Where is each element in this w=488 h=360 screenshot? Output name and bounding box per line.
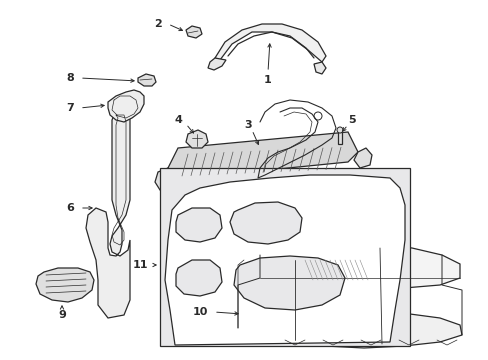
Polygon shape [313,62,325,74]
Text: 9: 9 [58,310,66,320]
Polygon shape [155,168,178,190]
Text: 4: 4 [174,115,182,125]
Text: 7: 7 [66,103,74,113]
Polygon shape [337,132,341,144]
Circle shape [336,127,342,133]
Polygon shape [176,260,222,296]
Polygon shape [164,175,404,345]
Text: 6: 6 [66,203,74,213]
Polygon shape [36,268,94,302]
Text: 1: 1 [264,75,271,85]
Polygon shape [176,208,222,242]
Polygon shape [108,90,143,122]
Text: 5: 5 [347,115,355,125]
Polygon shape [353,148,371,168]
Polygon shape [86,105,130,318]
Bar [160,168,409,346]
Polygon shape [185,130,207,148]
Text: 11: 11 [132,260,148,270]
Text: 2: 2 [154,19,162,29]
Polygon shape [229,202,302,244]
Polygon shape [234,256,345,310]
Text: 3: 3 [244,120,251,130]
Polygon shape [215,24,325,62]
Polygon shape [262,240,297,266]
Polygon shape [168,132,357,178]
Text: 10: 10 [192,307,207,317]
Polygon shape [244,244,459,290]
Text: 8: 8 [66,73,74,83]
Polygon shape [207,58,225,70]
Polygon shape [185,26,202,38]
Polygon shape [138,74,156,86]
Polygon shape [238,312,461,348]
